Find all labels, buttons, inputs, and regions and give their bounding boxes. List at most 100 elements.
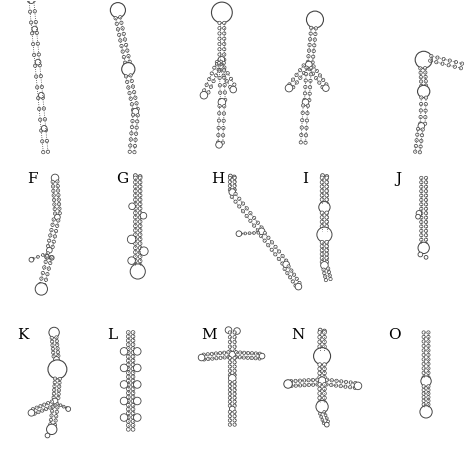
Circle shape — [306, 104, 310, 108]
Circle shape — [120, 364, 128, 372]
Circle shape — [131, 399, 135, 403]
Circle shape — [314, 347, 330, 365]
Circle shape — [118, 16, 122, 19]
Circle shape — [281, 262, 284, 265]
Circle shape — [218, 56, 225, 63]
Circle shape — [314, 27, 318, 30]
Circle shape — [424, 220, 428, 224]
Circle shape — [309, 79, 312, 82]
Circle shape — [234, 200, 237, 203]
Circle shape — [318, 375, 321, 379]
Circle shape — [424, 185, 428, 188]
Circle shape — [441, 62, 444, 65]
Circle shape — [416, 210, 422, 216]
Circle shape — [217, 126, 220, 129]
Circle shape — [259, 235, 263, 238]
Circle shape — [131, 359, 135, 363]
Circle shape — [318, 335, 321, 339]
Circle shape — [416, 133, 419, 137]
Circle shape — [43, 283, 46, 287]
Circle shape — [422, 403, 425, 406]
Circle shape — [55, 415, 58, 418]
Circle shape — [134, 397, 141, 405]
Circle shape — [322, 392, 326, 395]
Circle shape — [419, 207, 423, 210]
Circle shape — [127, 359, 130, 363]
Circle shape — [421, 128, 424, 131]
Circle shape — [221, 134, 225, 137]
Circle shape — [131, 108, 135, 111]
Circle shape — [138, 215, 142, 219]
Circle shape — [308, 92, 311, 95]
Circle shape — [299, 76, 302, 79]
Circle shape — [227, 351, 230, 354]
Circle shape — [130, 126, 134, 129]
Circle shape — [222, 69, 226, 72]
Circle shape — [138, 189, 142, 193]
Circle shape — [428, 59, 432, 62]
Circle shape — [424, 238, 428, 241]
Circle shape — [322, 375, 326, 379]
Circle shape — [228, 381, 232, 384]
Circle shape — [309, 37, 312, 41]
Circle shape — [127, 423, 130, 427]
Circle shape — [233, 184, 237, 187]
Circle shape — [300, 126, 303, 129]
Circle shape — [422, 335, 425, 338]
Circle shape — [419, 102, 423, 106]
Circle shape — [298, 379, 301, 383]
Circle shape — [129, 203, 136, 210]
Circle shape — [131, 415, 135, 419]
Circle shape — [318, 330, 321, 334]
Circle shape — [320, 185, 324, 189]
Circle shape — [422, 399, 425, 402]
Circle shape — [127, 419, 130, 423]
Circle shape — [325, 244, 328, 248]
Circle shape — [228, 350, 232, 353]
Circle shape — [294, 379, 297, 383]
Circle shape — [37, 107, 41, 110]
Circle shape — [322, 330, 326, 334]
Circle shape — [38, 118, 42, 121]
Circle shape — [419, 109, 422, 112]
Circle shape — [55, 339, 58, 343]
Circle shape — [302, 379, 306, 382]
Circle shape — [134, 264, 137, 267]
Circle shape — [284, 380, 292, 388]
Circle shape — [134, 364, 141, 372]
Text: J: J — [395, 172, 401, 186]
Circle shape — [418, 151, 421, 154]
Circle shape — [57, 219, 60, 222]
Circle shape — [228, 400, 232, 403]
Circle shape — [134, 220, 137, 224]
Circle shape — [249, 211, 252, 215]
Circle shape — [319, 412, 321, 415]
Circle shape — [448, 59, 451, 62]
Circle shape — [229, 351, 236, 358]
Circle shape — [422, 406, 425, 410]
Circle shape — [122, 63, 135, 76]
Circle shape — [305, 66, 308, 69]
Circle shape — [419, 190, 423, 193]
Circle shape — [427, 406, 430, 410]
Circle shape — [138, 174, 142, 178]
Circle shape — [125, 43, 128, 46]
Circle shape — [427, 335, 430, 338]
Circle shape — [233, 410, 237, 413]
Circle shape — [122, 32, 126, 36]
Circle shape — [56, 350, 60, 354]
Circle shape — [138, 193, 142, 197]
Circle shape — [228, 374, 232, 377]
Circle shape — [311, 55, 315, 58]
Circle shape — [270, 248, 273, 251]
Circle shape — [218, 53, 221, 56]
Circle shape — [55, 343, 59, 346]
Circle shape — [314, 76, 318, 80]
Circle shape — [55, 224, 59, 228]
Circle shape — [419, 211, 423, 215]
Circle shape — [301, 118, 304, 122]
Circle shape — [325, 417, 328, 419]
Circle shape — [325, 383, 328, 386]
Circle shape — [127, 379, 130, 383]
Circle shape — [44, 260, 47, 264]
